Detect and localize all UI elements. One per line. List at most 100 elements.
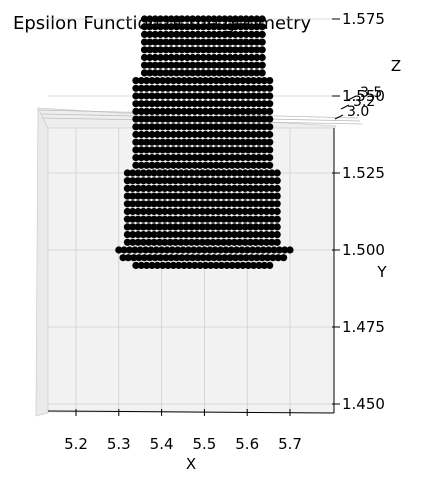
data-point — [244, 130, 252, 139]
data-point — [132, 77, 140, 85]
data-point — [226, 30, 234, 38]
data-point — [175, 100, 183, 108]
data-point — [236, 207, 244, 216]
data-point — [225, 207, 233, 216]
data-point — [137, 154, 145, 162]
data-point — [236, 223, 244, 231]
data-point — [120, 246, 128, 254]
data-point — [123, 184, 131, 192]
data-point — [198, 207, 206, 216]
data-point — [260, 115, 268, 123]
data-point — [162, 15, 170, 23]
data-point — [205, 61, 213, 69]
data-point — [260, 146, 268, 154]
data-point — [204, 231, 212, 239]
data-point — [194, 53, 202, 62]
data-point — [246, 223, 254, 231]
data-point — [205, 38, 213, 46]
data-point — [226, 254, 234, 262]
data-point — [150, 177, 158, 185]
data-point — [151, 53, 159, 62]
data-point — [188, 184, 196, 192]
data-point — [137, 77, 145, 85]
data-point — [237, 254, 245, 262]
z-axis-label: Z — [391, 57, 401, 75]
data-point — [168, 246, 176, 254]
data-point — [273, 177, 281, 185]
data-point — [253, 38, 261, 46]
data-point — [204, 223, 212, 231]
data-point — [253, 23, 261, 31]
data-point — [220, 169, 228, 177]
data-point — [255, 123, 263, 131]
data-point — [188, 169, 196, 177]
data-point — [191, 84, 199, 92]
data-point — [177, 238, 185, 246]
data-point — [193, 177, 201, 185]
data-point — [183, 38, 191, 46]
z-tick-label: 3.0 — [347, 104, 369, 120]
data-point — [182, 238, 190, 246]
data-point — [171, 207, 180, 216]
data-point — [234, 161, 242, 169]
data-point — [191, 154, 199, 162]
data-point — [247, 61, 256, 69]
data-point — [151, 15, 159, 23]
data-point — [239, 130, 247, 139]
data-point — [270, 246, 278, 254]
data-point — [123, 231, 131, 239]
data-point — [132, 123, 140, 131]
data-point — [258, 69, 266, 77]
data-point — [223, 130, 231, 139]
data-point — [260, 154, 268, 162]
data-point — [153, 123, 161, 131]
left-pane — [35, 107, 49, 417]
data-point — [180, 161, 188, 169]
data-point — [183, 30, 191, 38]
data-point — [252, 215, 260, 223]
data-point — [209, 223, 217, 231]
data-point — [257, 177, 265, 185]
data-point — [255, 100, 263, 108]
data-point — [242, 69, 250, 77]
data-point — [196, 115, 204, 123]
data-point — [242, 15, 250, 23]
data-point — [198, 231, 206, 239]
data-point — [169, 107, 177, 115]
data-point — [166, 223, 174, 231]
data-point — [262, 215, 271, 223]
data-point — [221, 23, 229, 31]
data-point — [143, 130, 151, 139]
data-point — [123, 223, 131, 231]
data-point — [214, 207, 222, 216]
data-point — [226, 69, 234, 77]
data-point — [156, 46, 165, 54]
x-tick-label: 5.2 — [64, 435, 88, 453]
data-point — [155, 223, 164, 231]
data-point — [204, 177, 212, 185]
data-point — [214, 177, 222, 185]
data-point — [146, 30, 154, 38]
data-point — [153, 84, 161, 92]
data-point — [159, 107, 167, 115]
data-point — [171, 231, 180, 239]
data-point — [159, 154, 167, 162]
data-point — [173, 61, 181, 69]
data-point — [258, 23, 266, 31]
data-point — [236, 215, 244, 223]
data-point — [182, 192, 190, 200]
data-point — [188, 223, 196, 231]
data-point — [255, 84, 263, 92]
data-point — [177, 169, 185, 177]
data-point — [166, 177, 174, 185]
data-point — [161, 200, 169, 208]
data-point — [180, 77, 188, 85]
data-point — [223, 107, 231, 115]
data-point — [201, 115, 210, 123]
data-point — [148, 138, 156, 146]
data-point — [210, 46, 218, 54]
data-point — [255, 154, 263, 162]
data-point — [169, 100, 177, 108]
data-point — [205, 53, 213, 62]
